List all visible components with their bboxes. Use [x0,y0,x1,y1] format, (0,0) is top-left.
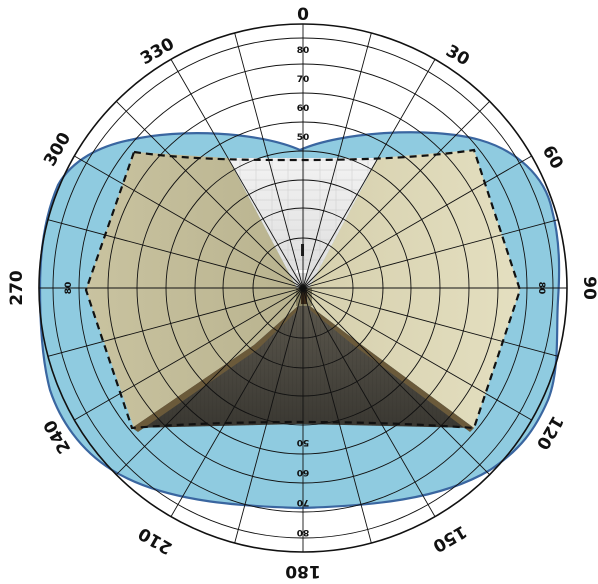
grid-spoke [234,287,304,544]
ring-label-top-50: 50 [297,133,310,143]
left-baseboard [132,306,298,432]
grid-spoke [47,287,304,357]
angle-label-60: 60 [538,142,567,173]
grid-spoke [116,101,304,289]
grid-spoke [170,59,304,289]
grid-spoke [302,287,532,421]
grid-spoke [234,32,304,289]
grid-spoke [302,287,436,517]
polar-grid [39,24,567,552]
ring-label-top-70: 70 [297,75,310,85]
grid-spoke [302,59,436,289]
grid-spoke [74,155,304,289]
ring-label-left-80: 80 [64,282,74,295]
grid-spoke [74,287,304,421]
grid-spoke [302,155,532,289]
grid-spoke [302,219,559,289]
angle-label-90: 90 [579,276,598,300]
grid-spoke [302,287,372,544]
angle-label-180: 180 [285,561,321,581]
right-baseboard [310,306,474,432]
ring-label-bottom-80: 80 [297,527,310,537]
ring-label-bottom-50: 50 [297,437,310,447]
grid-spoke [302,287,490,475]
ring-label-bottom-60: 60 [297,467,310,477]
grid-spoke [302,32,372,289]
grid-spoke [302,101,490,289]
grid-spoke [170,287,304,517]
grid-spoke [302,287,559,357]
grid-spoke [116,287,304,475]
angle-label-270: 270 [7,270,27,306]
grid-spoke [47,219,304,289]
left-wall [86,152,298,428]
ring-label-right-80: 80 [536,282,546,295]
ring-label-top-80: 80 [297,46,310,56]
angle-label-210: 210 [135,523,176,558]
ring-label-bottom-70: 70 [297,497,310,507]
outer-circle [38,23,568,553]
image-border-dashed [84,148,522,430]
angle-label-150: 150 [429,521,470,556]
angle-label-0: 0 [297,5,309,25]
angle-label-330: 330 [137,34,178,69]
ceiling-light [301,244,304,256]
ring-label-top-60: 60 [297,104,310,114]
right-wall [308,150,520,428]
hallway-image [86,150,520,432]
